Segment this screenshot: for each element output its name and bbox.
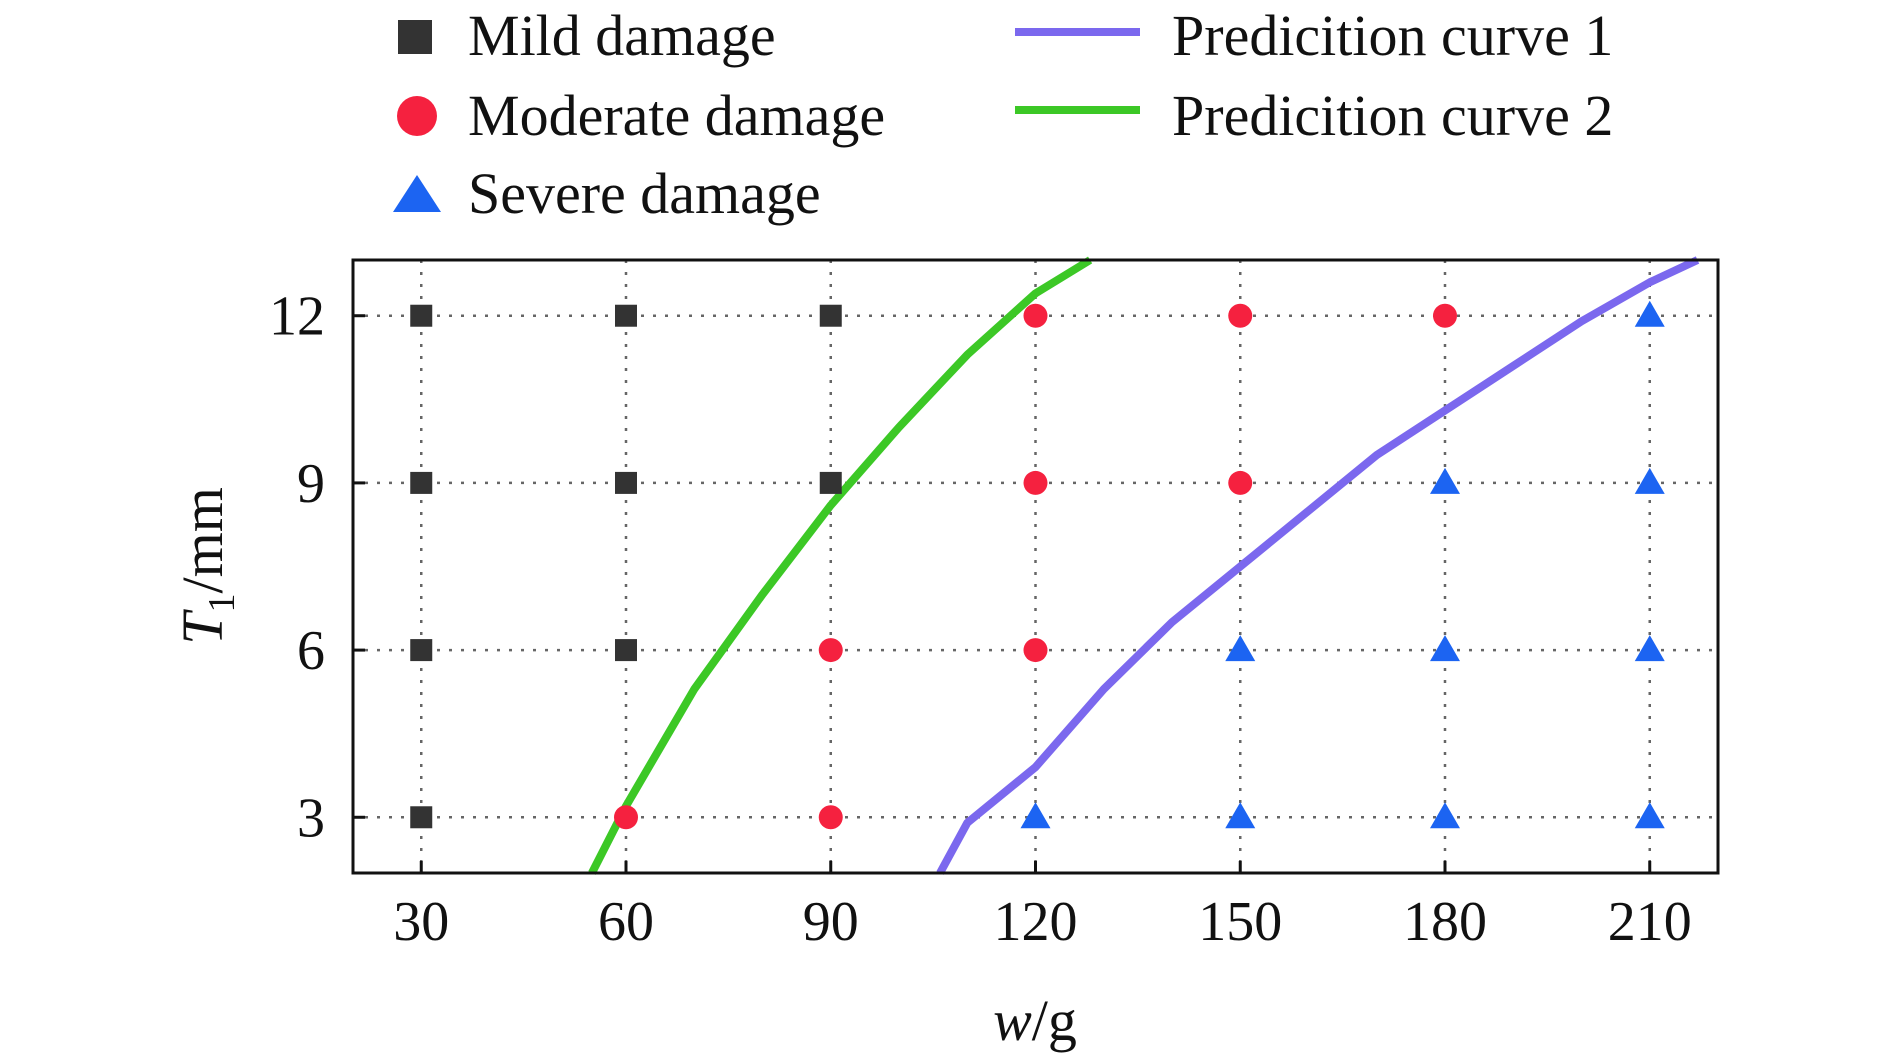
legend-item-curve-1: Predicition curve 1 <box>1015 3 1613 68</box>
x-tick-label: 150 <box>1198 891 1282 953</box>
data-points <box>410 300 1665 830</box>
y-tick-label: 9 <box>297 453 325 515</box>
legend-item-severe: Severe damage <box>393 161 821 226</box>
legend-label-curve-1: Predicition curve 1 <box>1172 3 1613 68</box>
mild-damage-point <box>410 304 433 327</box>
moderate-damage-point <box>818 805 843 830</box>
moderate-damage-point <box>1023 638 1048 663</box>
y-tick-label: 6 <box>297 620 325 682</box>
severe-damage-point <box>1634 802 1665 829</box>
moderate-damage-point <box>1023 470 1048 495</box>
severe-damage-point <box>1634 635 1665 662</box>
legend-item-curve-2: Predicition curve 2 <box>1015 83 1613 148</box>
moderate-damage-point <box>1228 470 1253 495</box>
x-tick-label: 30 <box>393 891 449 953</box>
severe-damage-point <box>1430 635 1460 662</box>
moderate-damage-point <box>1023 303 1048 328</box>
prediction-curve-1 <box>936 256 1700 875</box>
legend-item-moderate: Moderate damage <box>397 83 885 148</box>
y-tick-label: 3 <box>297 787 325 849</box>
mild-damage-point <box>615 639 637 662</box>
prediction-curves <box>588 256 1700 875</box>
legend-triangle-marker <box>393 175 441 212</box>
grid-lines <box>353 260 1718 873</box>
tick-labels: 30 60 90 120 150 180 210 3 6 9 12 <box>269 286 1692 953</box>
x-axis-label: w/g <box>993 988 1077 1053</box>
mild-damage-point <box>615 304 637 327</box>
plot-frame <box>351 258 1720 875</box>
legend-square-marker <box>398 20 432 54</box>
mild-damage-point <box>410 471 433 494</box>
severe-damage-point <box>1634 467 1665 494</box>
x-tick-label: 60 <box>598 891 654 953</box>
x-tick-label: 120 <box>994 891 1078 953</box>
moderate-damage-point <box>1433 303 1457 328</box>
severe-damage-point <box>1430 467 1460 494</box>
severe-damage-point <box>1225 802 1256 829</box>
prediction-curve-2 <box>588 256 1093 875</box>
legend-label-curve-2: Predicition curve 2 <box>1172 83 1613 148</box>
mild-damage-point <box>819 304 842 327</box>
severe-damage-point <box>1020 802 1051 829</box>
severe-damage-point <box>1430 802 1460 829</box>
severe-damage-point <box>1225 635 1256 662</box>
x-tick-label: 180 <box>1403 891 1487 953</box>
moderate-damage-point <box>614 805 638 830</box>
y-axis-label: T1/mm <box>170 487 243 645</box>
mild-damage-point <box>410 639 433 662</box>
y-axis-label-group: T1/mm <box>170 487 243 645</box>
moderate-damage-point <box>818 638 843 663</box>
legend-label-severe: Severe damage <box>468 161 821 226</box>
axis-ticks <box>353 314 1652 873</box>
severe-damage-point <box>1634 300 1665 327</box>
legend-item-mild: Mild damage <box>398 3 776 68</box>
mild-damage-point <box>410 806 433 829</box>
mild-damage-point <box>615 471 637 494</box>
legend-label-mild: Mild damage <box>468 3 776 68</box>
y-tick-label: 12 <box>269 286 325 348</box>
moderate-damage-point <box>1228 303 1253 328</box>
legend-circle-marker <box>397 96 437 136</box>
x-tick-label: 90 <box>803 891 859 953</box>
mild-damage-point <box>819 471 842 494</box>
legend: Mild damage Moderate damage Severe damag… <box>393 3 1613 226</box>
legend-label-moderate: Moderate damage <box>468 83 885 148</box>
x-tick-label: 210 <box>1608 891 1692 953</box>
